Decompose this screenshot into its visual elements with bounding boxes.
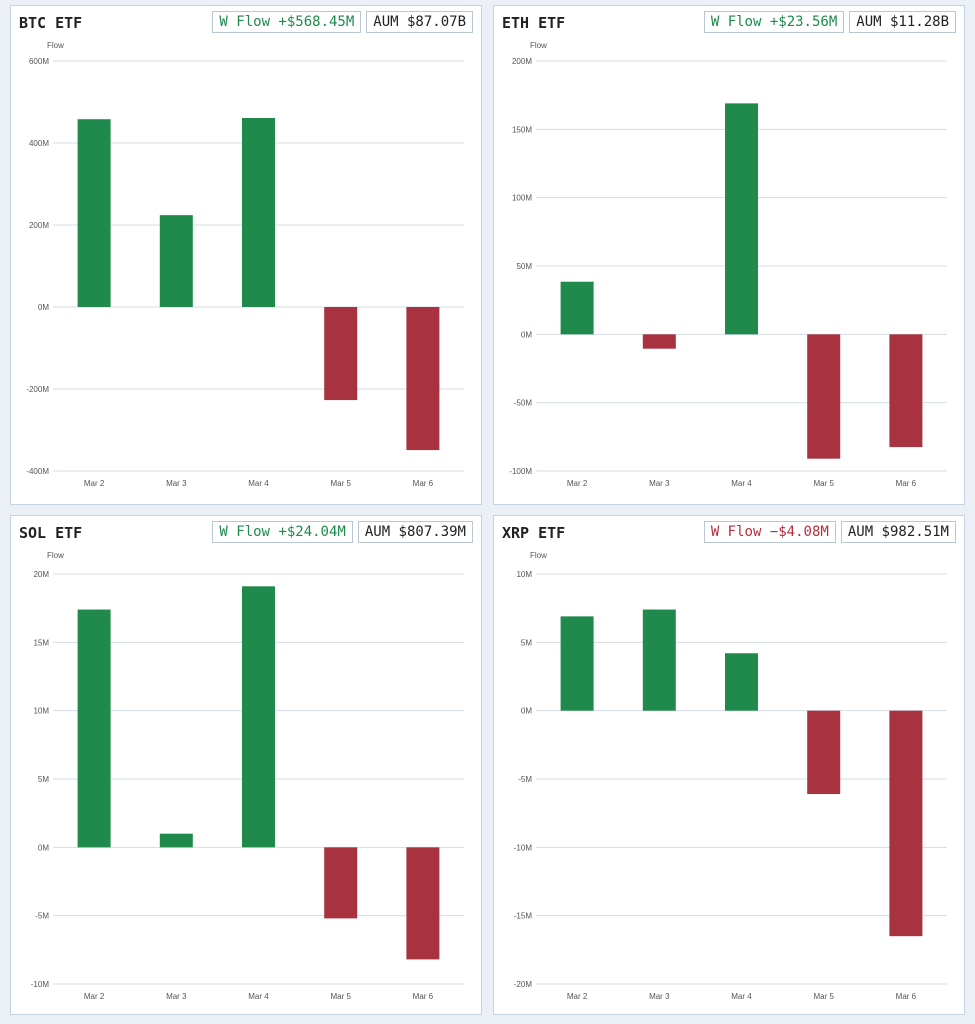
y-tick-label: 0M xyxy=(38,843,49,852)
y-tick-label: 20M xyxy=(33,570,49,579)
y-tick-label: 400M xyxy=(29,139,49,148)
x-tick-label: Mar 2 xyxy=(84,992,105,1001)
y-tick-label: 150M xyxy=(512,125,532,134)
y-tick-label: -100M xyxy=(509,467,532,476)
aum-badge: AUM $807.39M xyxy=(357,521,473,543)
y-tick-label: 10M xyxy=(33,707,49,716)
bar-mar-2[interactable] xyxy=(560,281,594,335)
bar-mar-2[interactable] xyxy=(77,609,111,848)
weekly-flow-badge: W Flow −$4.08M xyxy=(703,521,836,543)
y-tick-label: -20M xyxy=(514,980,533,989)
x-tick-label: Mar 6 xyxy=(896,479,917,488)
x-tick-label: Mar 3 xyxy=(166,479,187,488)
bar-mar-4[interactable] xyxy=(242,117,275,308)
y-tick-label: 0M xyxy=(521,707,532,716)
x-tick-label: Mar 3 xyxy=(166,992,187,1001)
weekly-flow-badge: W Flow +$24.04M xyxy=(212,521,353,543)
x-tick-label: Mar 4 xyxy=(248,992,269,1001)
y-tick-label: 5M xyxy=(521,638,532,647)
y-tick-label: 200M xyxy=(29,221,49,230)
x-tick-label: Mar 2 xyxy=(567,992,588,1001)
x-tick-label: Mar 3 xyxy=(649,992,670,1001)
bar-mar-6[interactable] xyxy=(406,847,440,960)
x-tick-label: Mar 4 xyxy=(731,992,752,1001)
bar-mar-5[interactable] xyxy=(807,334,841,459)
bar-chart: 200M 150M 100M 50M 0M -50M -100M Mar 2 Mar 3 Mar … xyxy=(509,57,947,488)
y-tick-label: 100M xyxy=(512,194,532,203)
panel-title: XRP ETF xyxy=(502,524,566,542)
y-tick-label: -400M xyxy=(26,467,49,476)
x-tick-label: Mar 4 xyxy=(731,479,752,488)
xrp-etf-panel: XRP ETF W Flow −$4.08M AUM $982.51M Flow… xyxy=(493,515,965,1015)
eth-etf-panel: ETH ETF W Flow +$23.56M AUM $11.28B Flow… xyxy=(493,5,965,505)
bar-chart: 10M 5M 0M -5M -10M -15M -20M Mar 2 Mar 3 Mar 4 Mar… xyxy=(514,570,947,1001)
x-tick-label: Mar 6 xyxy=(413,992,434,1001)
bar-chart: 600M 400M 200M 0M -200M -400M Mar 2 Mar 3 Mar 4 M… xyxy=(26,57,464,488)
y-tick-label: 200M xyxy=(512,57,532,66)
y-tick-label: -5M xyxy=(35,912,49,921)
x-tick-label: Mar 3 xyxy=(649,479,670,488)
y-tick-label: -10M xyxy=(31,980,50,989)
y-tick-label: 600M xyxy=(29,57,49,66)
y-axis-label: Flow xyxy=(530,551,547,560)
y-tick-label: 15M xyxy=(33,638,49,647)
bar-mar-4[interactable] xyxy=(725,103,758,335)
x-tick-label: Mar 6 xyxy=(896,992,917,1001)
aum-badge: AUM $11.28B xyxy=(849,11,956,33)
y-tick-label: -50M xyxy=(514,399,533,408)
bar-mar-6[interactable] xyxy=(889,334,923,448)
bar-mar-6[interactable] xyxy=(406,307,440,451)
y-tick-label: 0M xyxy=(521,330,532,339)
y-tick-label: -200M xyxy=(26,385,49,394)
x-tick-label: Mar 2 xyxy=(84,479,105,488)
btc-etf-panel: BTC ETF W Flow +$568.45M AUM $87.07B Flo… xyxy=(10,5,482,505)
bar-mar-4[interactable] xyxy=(242,586,275,848)
bar-mar-5[interactable] xyxy=(324,307,358,401)
bar-mar-4[interactable] xyxy=(725,653,758,711)
sol-etf-panel: SOL ETF W Flow +$24.04M AUM $807.39M Flo… xyxy=(10,515,482,1015)
y-axis-label: Flow xyxy=(530,41,547,50)
bar-mar-6[interactable] xyxy=(889,710,923,937)
bar-chart: 20M 15M 10M 5M 0M -5M -10M Mar 2 Mar 3 Mar 4 Mar 5… xyxy=(31,570,464,1001)
y-tick-label: 5M xyxy=(38,775,49,784)
weekly-flow-badge: W Flow +$23.56M xyxy=(703,11,845,33)
bar-mar-3[interactable] xyxy=(642,609,676,711)
y-tick-label: 50M xyxy=(516,262,532,271)
panel-title: ETH ETF xyxy=(502,14,566,32)
bar-mar-5[interactable] xyxy=(324,847,358,919)
bar-mar-3[interactable] xyxy=(159,215,193,307)
y-axis-label: Flow xyxy=(47,41,64,50)
x-tick-label: Mar 5 xyxy=(330,479,351,488)
bar-mar-2[interactable] xyxy=(560,616,594,711)
y-tick-label: -5M xyxy=(518,775,532,784)
y-tick-label: -15M xyxy=(514,912,533,921)
weekly-flow-badge: W Flow +$568.45M xyxy=(212,11,362,33)
x-tick-label: Mar 5 xyxy=(813,992,834,1001)
y-tick-label: 0M xyxy=(38,303,49,312)
x-tick-label: Mar 4 xyxy=(248,479,269,488)
panel-title: BTC ETF xyxy=(19,14,83,32)
x-tick-label: Mar 5 xyxy=(330,992,351,1001)
x-tick-label: Mar 2 xyxy=(567,479,588,488)
x-tick-label: Mar 6 xyxy=(413,479,434,488)
aum-badge: AUM $87.07B xyxy=(366,11,473,33)
aum-badge: AUM $982.51M xyxy=(840,521,956,543)
bar-mar-3[interactable] xyxy=(642,334,676,349)
y-axis-label: Flow xyxy=(47,551,64,560)
panel-title: SOL ETF xyxy=(19,524,83,542)
y-tick-label: -10M xyxy=(514,843,533,852)
bar-mar-3[interactable] xyxy=(159,833,193,848)
x-tick-label: Mar 5 xyxy=(813,479,834,488)
bar-mar-5[interactable] xyxy=(807,710,841,795)
y-tick-label: 10M xyxy=(516,570,532,579)
bar-mar-2[interactable] xyxy=(77,119,111,307)
